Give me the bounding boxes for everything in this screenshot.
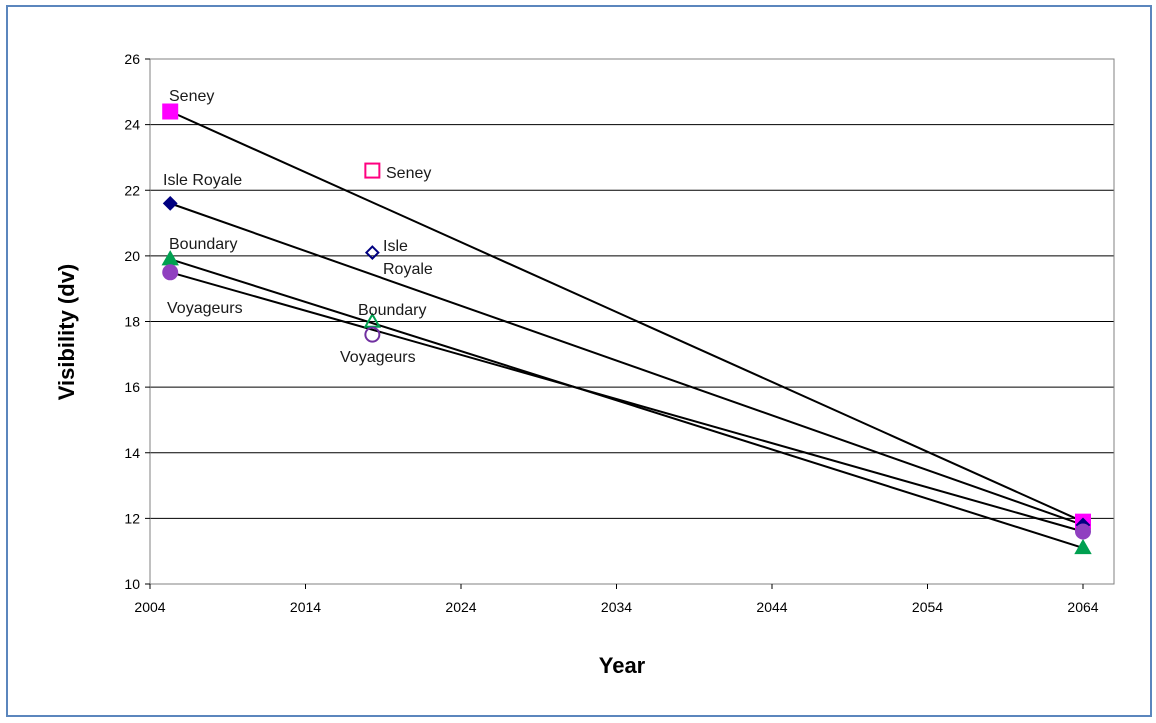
label-current-royale: Royale [383, 261, 433, 278]
glidepath-line [169, 110, 1084, 523]
label-current-isle: Isle [383, 238, 408, 255]
grid-lines [150, 58, 1114, 519]
baseline-marker [162, 103, 179, 120]
current-marker [364, 326, 381, 343]
baseline-marker [162, 264, 179, 281]
label-seney: Seney [169, 88, 214, 105]
y-axis-ticks: 10 12 14 16 18 20 22 24 26 [124, 51, 150, 592]
baseline-marker [162, 195, 178, 211]
label-current-voyageurs: Voyageurs [340, 349, 416, 366]
endpoint-marker [1074, 538, 1092, 555]
x-tick-label: 2034 [601, 599, 632, 615]
glidepath-line [169, 258, 1084, 549]
y-tick-label: 26 [124, 51, 140, 67]
label-boundary: Boundary [169, 236, 238, 253]
x-tick-label: 2014 [290, 599, 321, 615]
y-tick-label: 10 [124, 576, 140, 592]
x-tick-label: 2054 [912, 599, 943, 615]
y-tick-label: 14 [124, 445, 140, 461]
endpoint-marker [1075, 523, 1091, 540]
data-markers [161, 103, 1092, 555]
x-tick-label: 2004 [134, 599, 165, 615]
x-tick-label: 2024 [445, 599, 476, 615]
label-isle-royale: Isle Royale [163, 172, 242, 189]
y-tick-label: 16 [124, 379, 140, 395]
label-current-seney: Seney [386, 165, 431, 182]
current-marker [364, 162, 381, 179]
y-tick-label: 18 [124, 314, 140, 330]
label-current-boundary: Boundary [358, 302, 427, 319]
current-marker [364, 245, 380, 261]
x-axis-ticks: 2004 2014 2024 2034 2044 2054 2064 [134, 584, 1099, 615]
y-axis-title: Visibility (dv) [54, 264, 79, 401]
y-tick-label: 20 [124, 248, 140, 264]
label-voyageurs: Voyageurs [167, 300, 243, 317]
glidepath-line [169, 271, 1084, 533]
y-tick-label: 24 [124, 117, 140, 133]
glidepath-line [169, 202, 1084, 526]
x-axis-title: Year [599, 653, 646, 678]
y-tick-label: 12 [124, 510, 140, 526]
baseline-marker [161, 250, 179, 266]
point-labels: Seney Isle Royale Boundary Voyageurs Seney Is… [163, 88, 433, 366]
y-tick-label: 22 [124, 182, 140, 198]
x-tick-label: 2064 [1067, 599, 1098, 615]
x-tick-label: 2044 [756, 599, 787, 615]
glidepath-lines [169, 110, 1084, 549]
